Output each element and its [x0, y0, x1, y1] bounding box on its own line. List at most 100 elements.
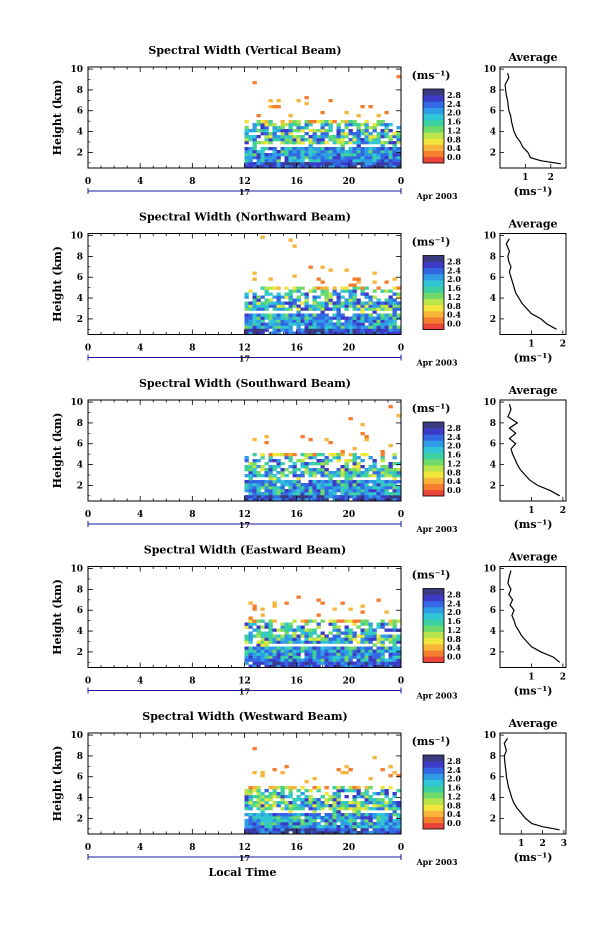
heatmap-cell — [356, 144, 361, 148]
heatmap-cell — [372, 828, 377, 832]
heatmap-cell — [252, 328, 257, 332]
heatmap-cell — [312, 153, 317, 157]
heatmap-cell — [248, 304, 253, 308]
heatmap-cell — [248, 616, 253, 620]
heatmap-cell — [284, 786, 289, 790]
heatmap-cell — [368, 165, 373, 169]
heatmap-cell — [372, 325, 377, 329]
heatmap-cell — [368, 147, 373, 151]
colorbar-swatch — [423, 119, 444, 127]
heatmap-cell — [248, 807, 253, 811]
colorbar-swatch — [423, 619, 444, 626]
heatmap-cell — [256, 831, 261, 835]
heatmap-cell — [352, 316, 357, 320]
colorbar-tick-label: 0.4 — [447, 643, 461, 653]
heatmap-cell — [272, 819, 277, 823]
heatmap-cell — [264, 298, 269, 302]
heatmap-cell — [392, 810, 397, 814]
heatmap-cell — [348, 816, 353, 820]
heatmap-cell — [292, 655, 297, 659]
heatmap-cell — [364, 652, 369, 656]
heatmap-cell — [396, 661, 401, 665]
heatmap-cell — [308, 316, 313, 320]
heatmap-cell — [388, 313, 393, 317]
heatmap-cell — [272, 664, 277, 668]
y-axis-label: Height (km) — [51, 746, 64, 822]
heatmap-cell — [288, 640, 293, 644]
heatmap-cell — [268, 637, 273, 641]
heatmap-cell — [256, 319, 261, 323]
heatmap-cell — [244, 495, 249, 499]
heatmap-cell — [320, 132, 325, 136]
heatmap-cell — [328, 162, 333, 166]
heatmap-cell — [328, 441, 333, 445]
heatmap-cell — [308, 652, 313, 656]
heatmap-cell — [352, 655, 357, 659]
heatmap-cell — [376, 141, 381, 145]
heatmap-cell — [320, 465, 325, 469]
heatmap-cell — [344, 132, 349, 136]
heatmap-cell — [260, 456, 265, 460]
heatmap-cell — [284, 625, 289, 629]
heatmap-cell — [316, 828, 321, 832]
heatmap-cell — [280, 637, 285, 641]
heatmap-cell — [364, 138, 369, 142]
heatmap-cell — [388, 319, 393, 323]
heatmap-cell — [392, 637, 397, 641]
y-tick-label: 8 — [77, 86, 83, 96]
x-tick-label: 20 — [343, 344, 356, 354]
heatmap-cell — [308, 123, 313, 127]
heatmap-cell — [260, 120, 265, 124]
heatmap-cell — [312, 301, 317, 305]
colorbar-swatch — [423, 317, 444, 324]
heatmap-cell — [312, 132, 317, 136]
heatmap-cell — [284, 123, 289, 127]
heatmap-cell — [384, 658, 389, 662]
heatmap-cell — [280, 471, 285, 475]
heatmap-cell — [300, 825, 305, 829]
heatmap-cell — [336, 123, 341, 127]
colorbar-tick-label: 0.0 — [447, 652, 461, 662]
heatmap-cell — [380, 465, 385, 469]
heatmap-cell — [244, 301, 249, 305]
heatmap-cell — [368, 132, 373, 136]
y-tick-label: 2 — [77, 315, 83, 325]
heatmap-cell — [244, 325, 249, 329]
heatmap-cell — [312, 652, 317, 656]
heatmap-cell — [252, 307, 257, 311]
heatmap-cell — [364, 304, 369, 308]
x-tick-label: 0 — [398, 843, 404, 853]
heatmap-cell — [344, 465, 349, 469]
heatmap-cell — [292, 813, 297, 817]
heatmap-cell — [276, 646, 281, 650]
heatmap-cell — [272, 126, 277, 130]
x-tick-label: 0 — [398, 510, 404, 520]
heatmap-cell — [260, 322, 265, 326]
heatmap-cell — [388, 307, 393, 311]
heatmap-cell — [368, 816, 373, 820]
heatmap-cell — [344, 153, 349, 157]
colorbar-swatch — [423, 113, 444, 121]
y-tick-label: 10 — [70, 398, 83, 408]
heatmap-cell — [380, 123, 385, 127]
heatmap-cell — [304, 316, 309, 320]
heatmap-cell — [384, 486, 389, 490]
heatmap-cell — [248, 331, 253, 335]
heatmap-cell — [260, 126, 265, 130]
heatmap-cell — [272, 162, 277, 166]
heatmap-cell — [264, 634, 269, 638]
heatmap-cell — [348, 495, 353, 499]
heatmap-cell — [324, 319, 329, 323]
heatmap-cell — [360, 328, 365, 332]
heatmap-cell — [296, 129, 301, 133]
y-tick-label: 6 — [77, 773, 83, 783]
heatmap-cell — [248, 486, 253, 490]
heatmap-cell — [360, 141, 365, 145]
heatmap-cell — [300, 165, 305, 169]
heatmap-cell — [372, 822, 377, 826]
heatmap-cell — [260, 123, 265, 127]
heatmap-cell — [340, 129, 345, 133]
heatmap-cell — [260, 813, 265, 817]
heatmap-cell — [260, 319, 265, 323]
heatmap-cell — [364, 649, 369, 653]
